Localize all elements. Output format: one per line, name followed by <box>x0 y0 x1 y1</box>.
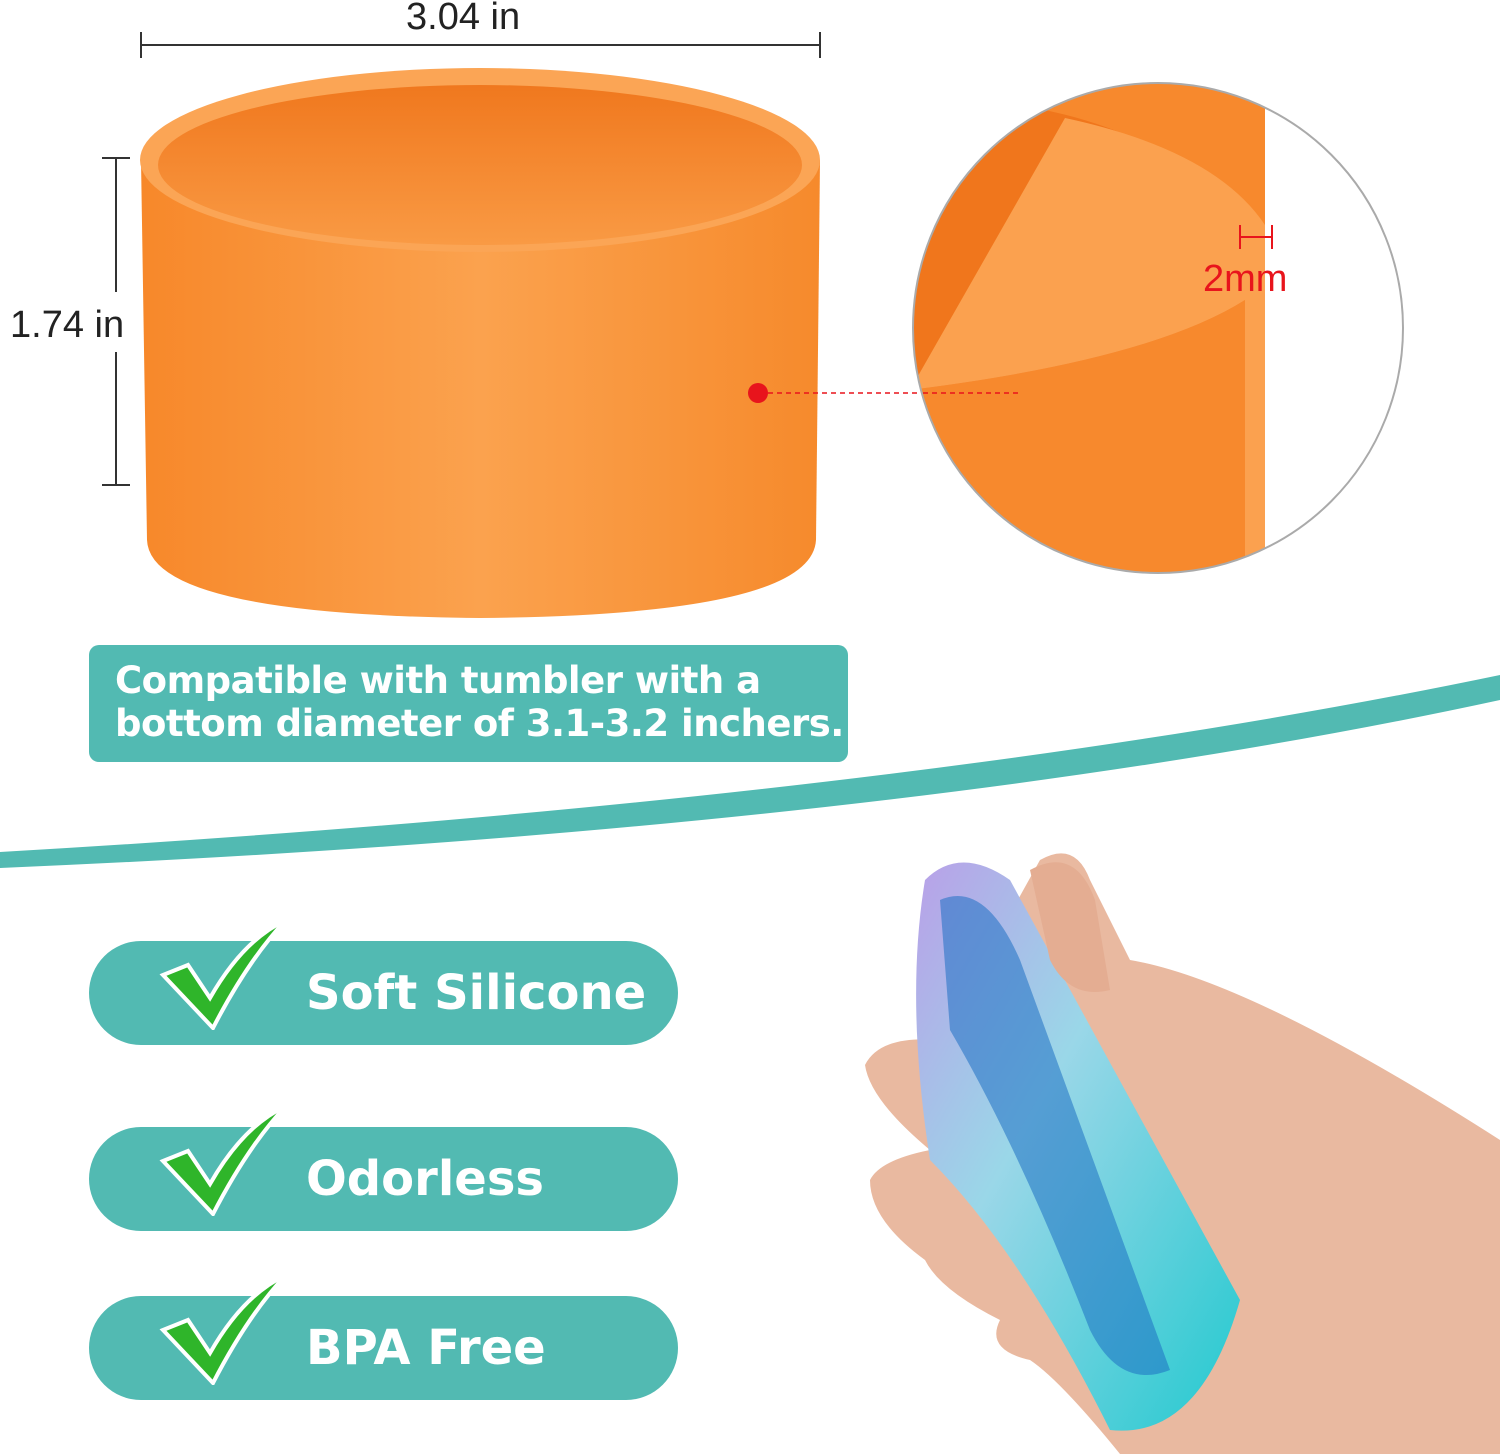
orange-silicone-sleeve <box>140 68 1018 618</box>
hand-squeezing-sleeve-photo <box>865 853 1500 1454</box>
teal-divider-swoosh <box>0 675 1500 868</box>
compatibility-note: Compatible with tumbler with a bottom di… <box>89 645 848 762</box>
compatibility-line-2: bottom diameter of 3.1-3.2 inchers. <box>115 702 844 745</box>
feature-label: BPA Free <box>306 1320 546 1376</box>
thickness-label: 2mm <box>1203 258 1288 300</box>
width-label: 3.04 in <box>406 0 521 38</box>
feature-label: Odorless <box>306 1151 544 1207</box>
checkmark-icon <box>159 1275 288 1385</box>
checkmark-icon <box>159 920 288 1030</box>
feature-soft-silicone: Soft Silicone <box>89 941 678 1045</box>
thickness-zoom-circle <box>912 82 1404 574</box>
compatibility-line-1: Compatible with tumbler with a <box>115 659 761 702</box>
checkmark-icon <box>159 1106 288 1216</box>
height-dimension-line <box>102 157 130 486</box>
height-label: 1.74 in <box>10 304 125 346</box>
feature-label: Soft Silicone <box>306 965 647 1021</box>
width-dimension-line <box>140 32 821 58</box>
